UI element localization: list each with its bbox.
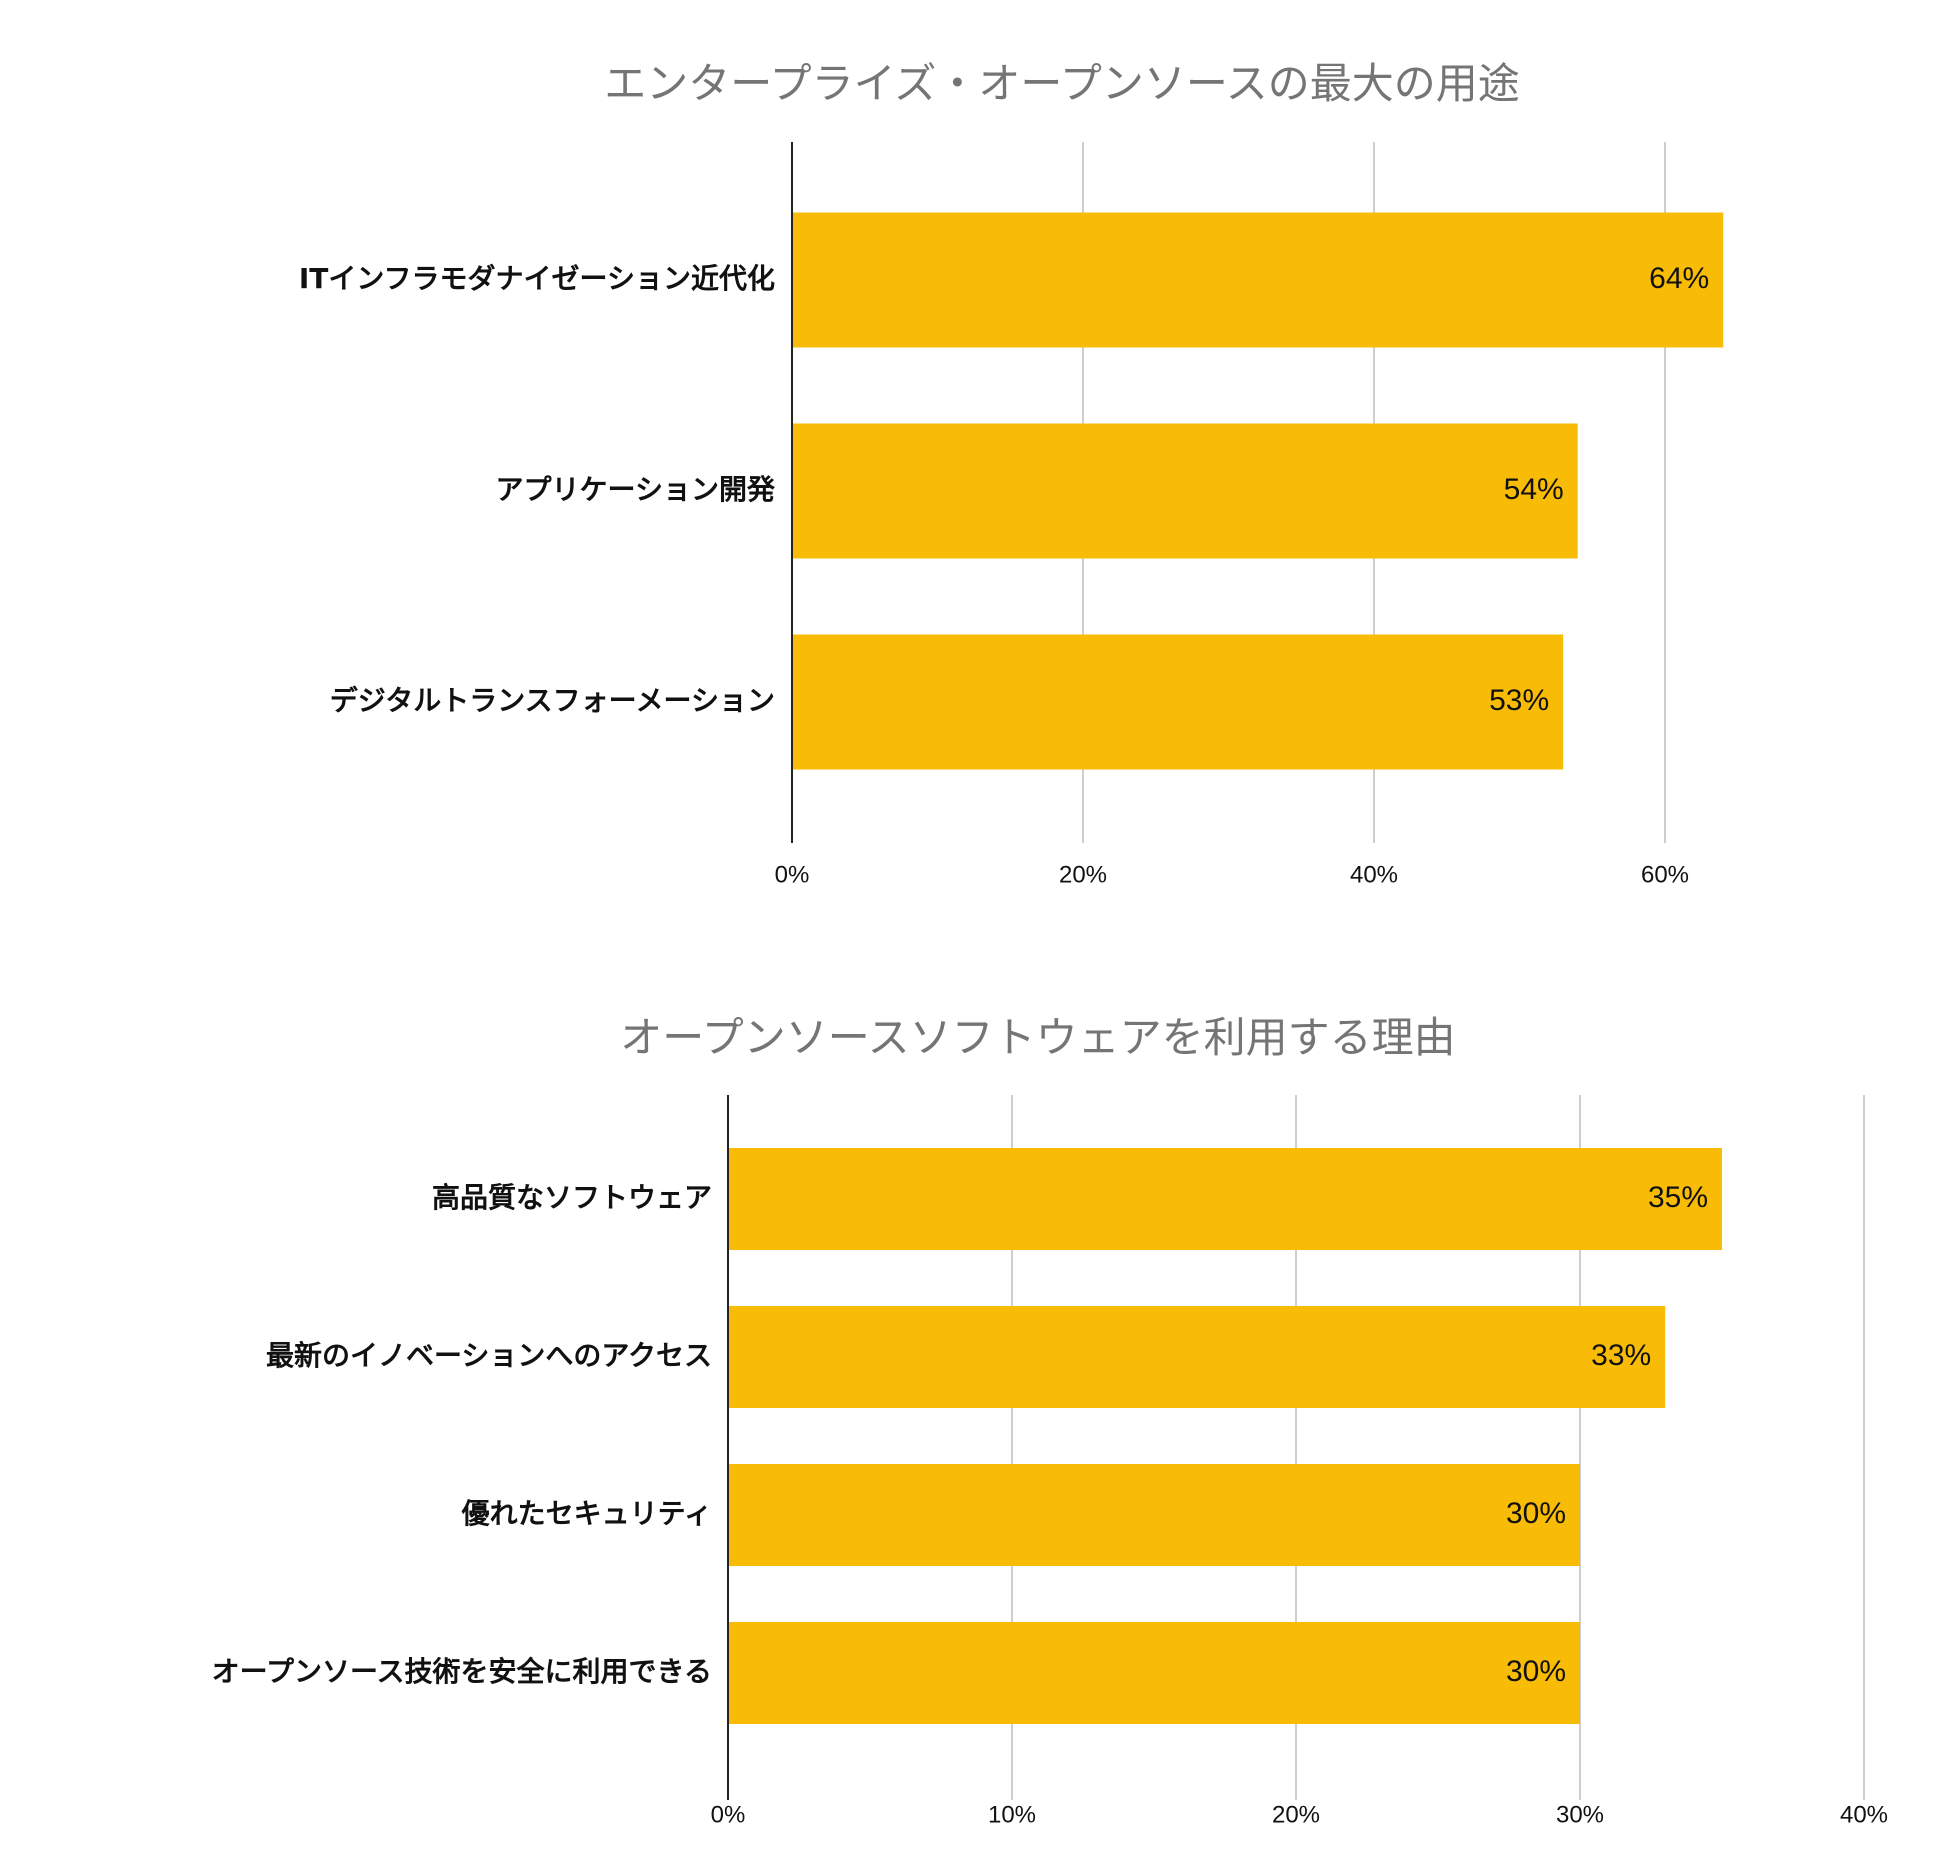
category-label: 優れたセキュリティ (461, 1497, 712, 1530)
x-tick-label: 60% (1641, 861, 1689, 888)
chart-title: エンタープライズ・オープンソースの最大の用途 (604, 59, 1520, 108)
category-label: 高品質なソフトウェア (432, 1181, 712, 1214)
data-label: 33% (1591, 1339, 1651, 1372)
chart-reasons: オープンソースソフトウェアを利用する理由 0% 10% 20% 30% 40% 高品質なソ… (212, 1013, 1888, 1828)
bar (792, 423, 1578, 559)
bar (792, 212, 1724, 348)
x-tick-label: 20% (1059, 861, 1107, 888)
x-tick-label: 30% (1556, 1801, 1604, 1828)
data-label: 30% (1506, 1497, 1566, 1530)
data-label: 64% (1649, 262, 1709, 295)
x-tick-label: 20% (1272, 1801, 1320, 1828)
x-tick-label: 0% (711, 1801, 746, 1828)
x-tick-label: 40% (1840, 1801, 1888, 1828)
data-label: 35% (1648, 1181, 1708, 1214)
category-label: アプリケーション開発 (496, 473, 776, 506)
bar (792, 634, 1564, 770)
bar (728, 1148, 1722, 1250)
data-label: 53% (1489, 684, 1549, 717)
data-label: 30% (1506, 1655, 1566, 1688)
chart-top-usage: エンタープライズ・オープンソースの最大の用途 0% 20% 40% 60% ITインフラ… (299, 59, 1724, 888)
x-tick-label: 40% (1350, 861, 1398, 888)
bar (728, 1464, 1580, 1566)
x-tick-label: 0% (775, 861, 810, 888)
bar (728, 1622, 1580, 1724)
category-label: 最新のイノベーションへのアクセス (266, 1339, 712, 1372)
data-label: 54% (1504, 473, 1564, 506)
bar (728, 1306, 1666, 1408)
chart-title: オープンソースソフトウェアを利用する理由 (620, 1013, 1455, 1062)
x-tick-label: 10% (988, 1801, 1036, 1828)
category-label: デジタルトランスフォーメーション (330, 684, 775, 717)
category-label: ITインフラモダナイゼーション近代化 (299, 262, 775, 295)
category-label: オープンソース技術を安全に利用できる (212, 1655, 712, 1688)
